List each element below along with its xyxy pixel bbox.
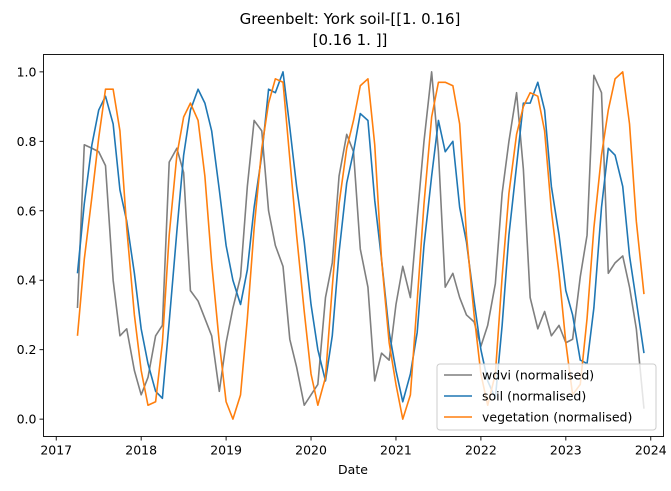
legend-label-2: vegetation (normalised) xyxy=(482,410,632,425)
legend-label-0: wdvi (normalised) xyxy=(482,368,594,383)
plot-frame xyxy=(43,54,664,437)
legend: wdvi (normalised) soil (normalised) vegeta… xyxy=(436,363,657,431)
x-tick-label: 2022 xyxy=(465,443,497,458)
x-tick-label: 2024 xyxy=(635,443,667,458)
x-tick-label: 2020 xyxy=(295,443,327,458)
y-tick-label: 0.0 xyxy=(17,412,37,427)
x-axis: 2017 2018 2019 2020 2021 2022 2023 2024 xyxy=(40,436,667,458)
x-axis-label: Date xyxy=(338,462,368,477)
legend-label-1: soil (normalised) xyxy=(482,389,586,404)
series-line-1 xyxy=(76,71,645,403)
chart-title-line-1: Greenbelt: York soil-[[1. 0.16] xyxy=(240,10,461,28)
legend-box xyxy=(436,363,657,431)
x-tick-label: 2018 xyxy=(125,443,157,458)
x-tick-label: 2023 xyxy=(550,443,582,458)
y-tick-label: 1.0 xyxy=(17,64,37,79)
series-line-2 xyxy=(76,71,645,420)
y-axis: 0.0 0.2 0.4 0.6 0.8 1.0 xyxy=(17,64,44,427)
y-tick-label: 0.4 xyxy=(17,273,37,288)
x-tick-label: 2019 xyxy=(210,443,242,458)
plot-area xyxy=(76,71,645,420)
series-line-0 xyxy=(76,71,645,409)
chart-title-line-2: [0.16 1. ]] xyxy=(313,31,388,49)
y-tick-label: 0.2 xyxy=(17,342,37,357)
y-tick-label: 0.8 xyxy=(17,134,37,149)
x-tick-label: 2017 xyxy=(40,443,72,458)
x-tick-label: 2021 xyxy=(380,443,412,458)
y-tick-label: 0.6 xyxy=(17,203,37,218)
